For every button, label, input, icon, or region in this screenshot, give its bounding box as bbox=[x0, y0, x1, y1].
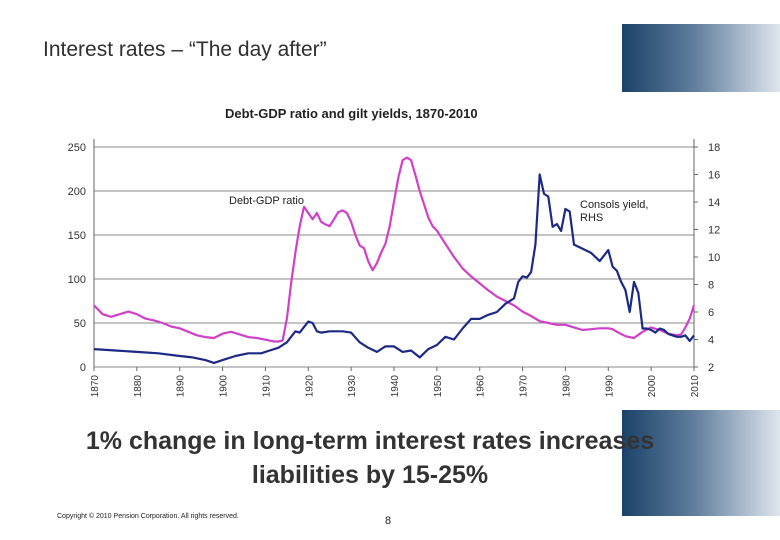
x-tick-1870: 1870 bbox=[90, 375, 101, 398]
x-tick-1920: 1920 bbox=[304, 375, 315, 398]
x-tick-1900: 1900 bbox=[219, 375, 230, 398]
y-left-tick-0: 0 bbox=[80, 362, 86, 374]
copyright-notice: Copyright © 2010 Pension Corporation. Al… bbox=[57, 513, 239, 520]
y-right-tick-8: 8 bbox=[708, 280, 714, 292]
y-left-tick-150: 150 bbox=[68, 230, 86, 242]
debt-series-label: Debt-GDP ratio bbox=[229, 195, 304, 207]
x-tick-1950: 1950 bbox=[433, 375, 444, 398]
headline: 1% change in long-term interest rates in… bbox=[20, 424, 720, 492]
x-tick-1890: 1890 bbox=[176, 375, 187, 398]
axes: 0 50 100 150 200 250 2 4 6 8 10 12 14 16 18 1870 1880 189… bbox=[68, 139, 720, 398]
x-tick-1990: 1990 bbox=[604, 375, 615, 398]
slide-title: Interest rates – “The day after” bbox=[43, 38, 327, 61]
banner-gradient-top bbox=[622, 24, 780, 92]
y-left-tick-100: 100 bbox=[68, 274, 86, 286]
y-left-tick-250: 250 bbox=[68, 142, 86, 154]
yield-series-label-line1: Consols yield, bbox=[580, 199, 648, 211]
headline-line-1: 1% change in long-term interest rates in… bbox=[85, 427, 655, 455]
chart-svg: Debt-GDP ratio and gilt yields, 1870-201… bbox=[68, 106, 721, 398]
x-tick-1940: 1940 bbox=[390, 375, 401, 398]
x-tick-2000: 2000 bbox=[647, 375, 658, 398]
x-tick-1910: 1910 bbox=[261, 375, 272, 398]
y-right-tick-14: 14 bbox=[708, 197, 720, 209]
y-right-tick-4: 4 bbox=[708, 335, 714, 347]
y-right-tick-16: 16 bbox=[708, 170, 720, 182]
series-layer bbox=[93, 156, 696, 364]
headline-line-2: liabilities by 15-25% bbox=[251, 461, 489, 489]
x-tick-1880: 1880 bbox=[133, 375, 144, 398]
x-tick-1930: 1930 bbox=[347, 375, 358, 398]
y-left-tick-200: 200 bbox=[68, 186, 86, 198]
consols-yield-line bbox=[93, 173, 695, 364]
banner-gradient-bottom bbox=[622, 410, 780, 516]
grid bbox=[94, 146, 694, 368]
y-right-tick-10: 10 bbox=[708, 252, 720, 264]
x-tick-1970: 1970 bbox=[519, 375, 530, 398]
y-right-tick-6: 6 bbox=[708, 307, 714, 319]
y-right-tick-18: 18 bbox=[708, 142, 720, 154]
page-number: 8 bbox=[385, 515, 392, 527]
chart-container: Debt-GDP ratio and gilt yields, 1870-201… bbox=[60, 92, 765, 410]
y-left-tick-50: 50 bbox=[74, 318, 86, 330]
debt-gdp-line bbox=[93, 156, 696, 343]
x-tick-2010: 2010 bbox=[690, 375, 701, 398]
y-right-tick-2: 2 bbox=[708, 362, 714, 374]
chart-title: Debt-GDP ratio and gilt yields, 1870-201… bbox=[225, 106, 478, 121]
x-tick-1960: 1960 bbox=[476, 375, 487, 398]
x-tick-1980: 1980 bbox=[561, 375, 572, 398]
yield-series-label-line2: RHS bbox=[580, 212, 603, 224]
y-right-tick-12: 12 bbox=[708, 225, 720, 237]
